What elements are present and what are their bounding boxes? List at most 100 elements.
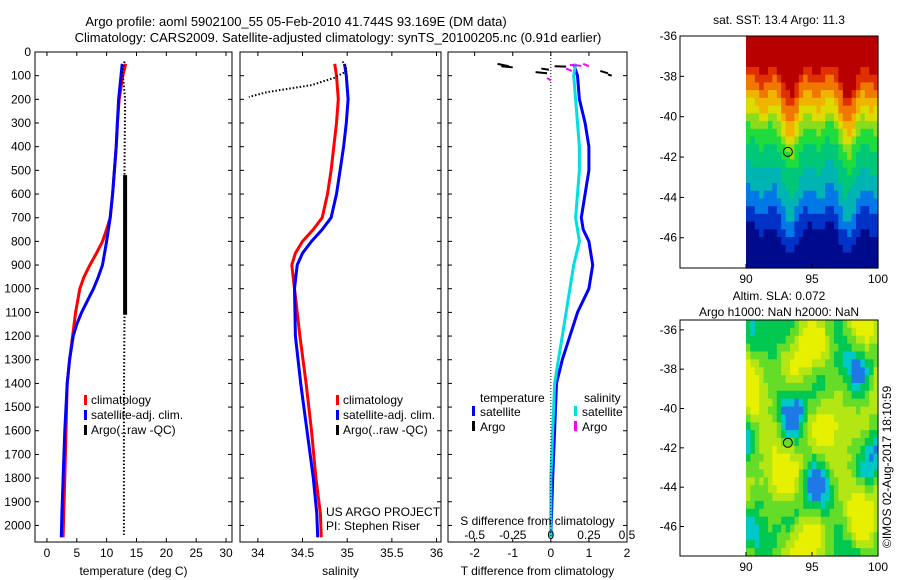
sst_map-cell — [768, 221, 773, 230]
sla_map-cell — [785, 367, 791, 376]
sla_map-cell — [842, 524, 848, 533]
sla_map-cell — [750, 327, 756, 337]
sst_map-cell — [790, 97, 795, 107]
sla_map-cell — [847, 375, 853, 384]
sla_map-cell — [820, 335, 826, 345]
sst_map-cell — [856, 51, 861, 60]
sla_map-cell — [790, 327, 795, 337]
sla_map-cell — [781, 453, 787, 463]
sst_map-cell — [790, 190, 795, 199]
sla_map-cell — [785, 453, 791, 463]
sst_map-cell — [759, 82, 765, 91]
sla_map-cell — [847, 414, 853, 423]
sla_map-cell — [772, 477, 778, 486]
sst_map-cell — [763, 252, 769, 261]
sla_map-cell — [785, 422, 791, 431]
sst_map-cell — [829, 175, 835, 184]
sla_map-cell — [759, 327, 765, 337]
sla_map-cell — [750, 493, 756, 502]
sst_map-cell — [838, 121, 844, 130]
sst_map-cell — [842, 213, 848, 223]
sla_map-cell — [785, 406, 791, 415]
sla_map-cell — [834, 500, 839, 510]
sla_map-cell — [816, 390, 822, 400]
sla_map-cell — [869, 398, 875, 408]
sla_map-cell — [838, 430, 844, 439]
sst_map-cell — [750, 252, 756, 261]
salinity-annotation-line: PI: Stephen Riser — [326, 519, 420, 533]
sst_map-cell — [834, 252, 839, 261]
sst_map-cell — [759, 229, 765, 238]
sst_map-cell — [785, 113, 791, 122]
sla_map-cell — [768, 367, 773, 376]
sla_map-cell — [851, 548, 857, 557]
sst_map-cell — [812, 51, 817, 60]
sla_map-cell — [772, 375, 778, 384]
sst_map-cell — [750, 144, 756, 153]
sst_map-cell — [798, 152, 804, 161]
sla_map-cell — [790, 367, 795, 376]
difference-legend-label: Argo — [480, 420, 506, 434]
sst_map-cell — [812, 260, 817, 269]
sst_map-cell — [798, 175, 804, 184]
sst_map-cell — [864, 213, 870, 223]
sst_map-cell — [869, 90, 875, 99]
sla_map-cell — [785, 445, 791, 455]
sla_map-cell — [772, 343, 778, 353]
sst_map-cell — [746, 182, 751, 192]
sst_map-cell — [754, 260, 760, 269]
sst_map-cell — [820, 229, 826, 238]
sla_map-cell — [864, 430, 870, 439]
sst_map-cell — [873, 237, 879, 246]
sst_map-cell — [820, 152, 826, 161]
sla_map-cell — [812, 485, 817, 494]
sla_map-cell — [847, 335, 853, 345]
sla_map-cell — [759, 532, 765, 541]
sla_map-cell — [864, 540, 870, 549]
sst_map-cell — [750, 82, 756, 91]
sla_map-cell — [754, 516, 760, 526]
sla_map-cell — [772, 493, 778, 502]
sla_map-cell — [847, 445, 853, 455]
sla_map-cell — [812, 422, 817, 431]
temperature-xtick-label: 5 — [73, 546, 80, 560]
sst_map-cell — [851, 252, 857, 261]
sla_map-cell — [860, 500, 866, 510]
sst_map-cell — [772, 190, 778, 199]
sla_map-cell — [763, 477, 769, 486]
sst_map-cell — [820, 59, 826, 68]
sst_map-cell — [768, 97, 773, 107]
sst_map-cell — [847, 190, 853, 199]
sla_map-cell — [842, 335, 848, 345]
sla_map-cell — [759, 414, 765, 423]
sla_map-cell — [847, 390, 853, 400]
sst_map-cell — [847, 59, 853, 68]
sst_map-cell — [869, 82, 875, 91]
sla_map-cell — [864, 390, 870, 400]
sla_map-cell — [768, 477, 773, 486]
sla_map-cell — [838, 335, 844, 345]
sla_map-cell — [820, 343, 826, 353]
sla_map-cell — [754, 375, 760, 384]
sst_map-cell — [856, 159, 861, 169]
sst_map-cell — [820, 128, 826, 138]
sst_map-cell — [838, 244, 844, 254]
sla_map-cell — [816, 508, 822, 518]
sst_map-cell — [790, 105, 795, 114]
sla_map-cell — [834, 477, 839, 486]
sst_map-cell — [776, 66, 782, 76]
sla_map-cell — [776, 398, 782, 408]
sla_map-argo-marker — [782, 437, 793, 448]
sla_map-cell — [746, 359, 751, 368]
sla_map-cell — [869, 540, 875, 549]
sla_map-cell — [776, 477, 782, 486]
sst_map-cell — [790, 90, 795, 99]
sst_map-cell — [790, 66, 795, 76]
sst_map-cell — [860, 74, 866, 83]
sst_map-cell — [847, 260, 853, 269]
sla_map-cell — [785, 540, 791, 549]
sla_map-cell — [825, 493, 831, 502]
sst_map-cell — [759, 36, 765, 45]
sla_map-cell — [754, 548, 760, 557]
sst_map-cell — [856, 113, 861, 122]
